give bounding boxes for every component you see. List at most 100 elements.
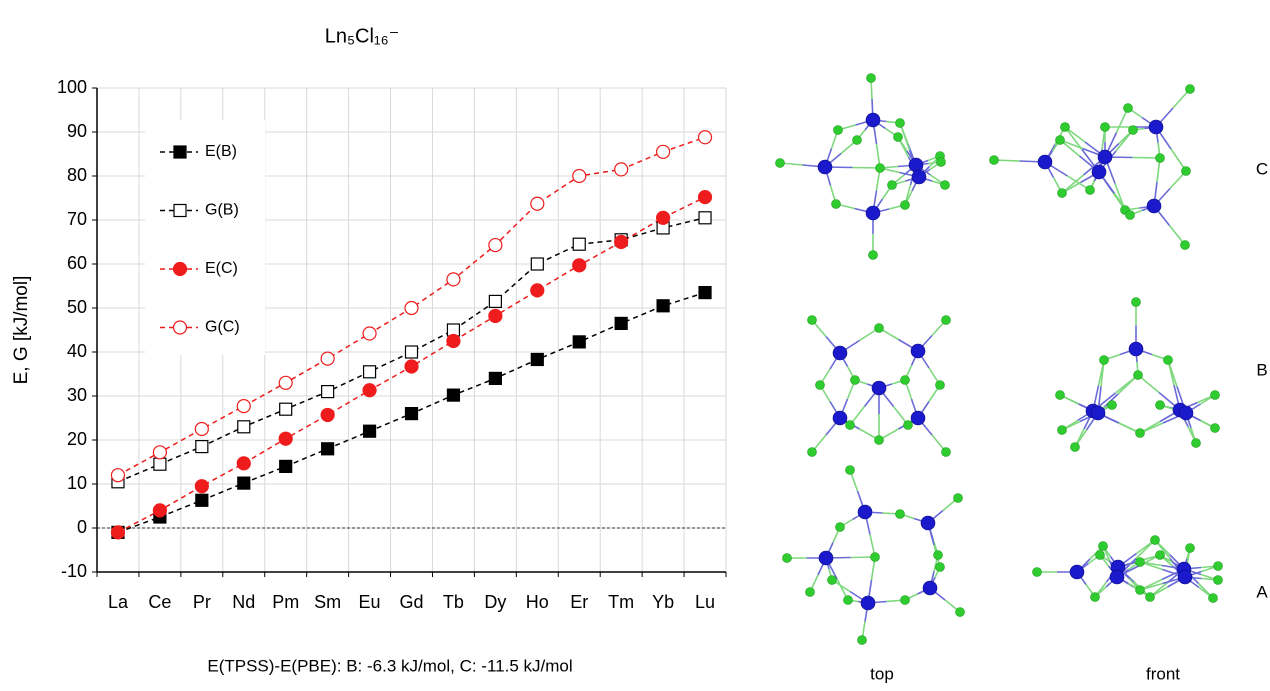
- marker: [321, 408, 334, 421]
- lanthanide-atom: [912, 170, 926, 184]
- lanthanide-atom: [909, 158, 923, 172]
- marker: [195, 423, 208, 436]
- marker: [573, 259, 586, 272]
- chlorine-atom: [806, 588, 815, 597]
- chlorine-atom: [871, 553, 880, 562]
- chlorine-atom: [1129, 126, 1138, 135]
- chlorine-atom: [1186, 544, 1195, 553]
- marker: [447, 273, 460, 286]
- chlorine-atom: [990, 156, 999, 165]
- chlorine-atom: [1136, 429, 1145, 438]
- lanthanide-atom: [1091, 406, 1105, 420]
- legend-label: E(C): [205, 260, 238, 277]
- chlorine-atom: [1211, 424, 1220, 433]
- chlorine-atom: [934, 551, 943, 560]
- chlorine-atom: [1156, 154, 1165, 163]
- legend-label: G(C): [205, 319, 240, 336]
- lanthanide-atom: [833, 346, 847, 360]
- chlorine-atom: [1192, 439, 1201, 448]
- lanthanide-atom: [1147, 199, 1161, 213]
- marker: [238, 421, 250, 433]
- chlorine-atom: [875, 436, 884, 445]
- x-tick-label: Lu: [695, 592, 715, 612]
- lanthanide-atom: [911, 411, 925, 425]
- marker: [531, 353, 543, 365]
- chlorine-atom: [901, 201, 910, 210]
- chlorine-atom: [936, 381, 945, 390]
- chlorine-atom: [846, 466, 855, 475]
- molecule: [808, 316, 951, 457]
- x-tick-label: Dy: [484, 592, 506, 612]
- marker: [699, 191, 712, 204]
- y-tick-label: -10: [61, 561, 87, 581]
- molecule: [1033, 536, 1223, 603]
- chlorine-atom: [1056, 391, 1065, 400]
- chlorine-atom: [836, 523, 845, 532]
- marker: [615, 317, 627, 329]
- chlorine-atom: [776, 159, 785, 168]
- marker: [363, 384, 376, 397]
- marker: [406, 346, 418, 358]
- chlorine-atom: [1101, 123, 1110, 132]
- lanthanide-atom: [819, 551, 833, 565]
- x-tick-label: Pm: [272, 592, 299, 612]
- marker: [699, 212, 711, 224]
- marker: [573, 336, 585, 348]
- lanthanide-atom: [1038, 155, 1052, 169]
- chlorine-atom: [1214, 576, 1223, 585]
- marker: [364, 425, 376, 437]
- marker: [489, 372, 501, 384]
- lanthanide-atom: [1129, 342, 1143, 356]
- lanthanide-atom: [861, 596, 875, 610]
- chlorine-atom: [1033, 568, 1042, 577]
- chlorine-atom: [853, 136, 862, 145]
- figure: Ln₅Cl₁₆⁻ E, G [kJ/mol] E(TPSS)-E(PBE): B…: [0, 0, 1270, 686]
- marker: [406, 408, 418, 420]
- chlorine-atom: [901, 376, 910, 385]
- legend-label: E(B): [205, 143, 237, 160]
- chlorine-atom: [1136, 558, 1145, 567]
- chlorine-atom: [876, 164, 885, 173]
- chlorine-atom: [1156, 401, 1165, 410]
- chlorine-atom: [867, 74, 876, 83]
- x-tick-label: Eu: [359, 592, 381, 612]
- x-tick-label: Nd: [232, 592, 255, 612]
- lanthanide-atom: [923, 581, 937, 595]
- marker: [153, 446, 166, 459]
- marker: [699, 131, 712, 144]
- chlorine-atom: [1146, 593, 1155, 602]
- marker: [447, 389, 459, 401]
- marker: [447, 335, 460, 348]
- chlorine-atom: [816, 381, 825, 390]
- chlorine-atom: [936, 563, 945, 572]
- chlorine-atom: [1058, 189, 1067, 198]
- marker: [657, 211, 670, 224]
- marker: [615, 163, 628, 176]
- chlorine-atom: [1086, 186, 1095, 195]
- lanthanide-atom: [1092, 165, 1106, 179]
- marker: [280, 403, 292, 415]
- column-label: top: [870, 664, 894, 683]
- lanthanide-atom: [921, 516, 935, 530]
- y-tick-label: 0: [77, 517, 87, 537]
- marker: [174, 263, 187, 276]
- lanthanide-atom: [1110, 570, 1124, 584]
- lanthanide-atom: [1149, 120, 1163, 134]
- chlorine-atom: [851, 376, 860, 385]
- row-label: B: [1256, 360, 1267, 379]
- y-tick-label: 80: [67, 165, 87, 185]
- marker: [699, 287, 711, 299]
- marker: [531, 258, 543, 270]
- chlorine-atom: [941, 181, 950, 190]
- chlorine-atom: [942, 316, 951, 325]
- marker: [615, 236, 628, 249]
- y-tick-label: 90: [67, 121, 87, 141]
- x-tick-label: Tm: [608, 592, 634, 612]
- marker: [322, 443, 334, 455]
- x-tick-label: Sm: [314, 592, 341, 612]
- chlorine-atom: [1134, 371, 1143, 380]
- marker: [174, 321, 187, 334]
- chlorine-atom: [1108, 401, 1117, 410]
- marker: [321, 352, 334, 365]
- marker: [279, 376, 292, 389]
